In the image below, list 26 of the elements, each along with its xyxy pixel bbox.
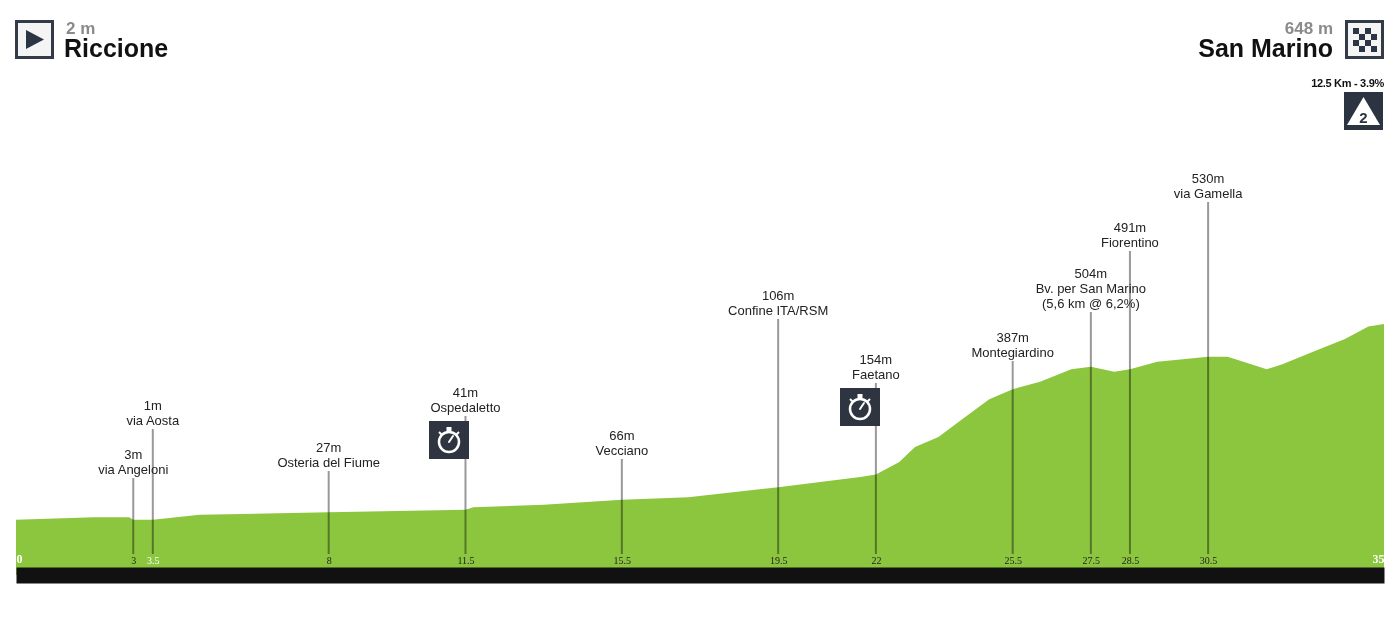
text: 12.5 Km - 3.9% <box>1311 77 1384 89</box>
ref-line-label: 66m Vecciano <box>595 428 649 458</box>
x-tick-label: 35 <box>1372 551 1385 566</box>
ref-line-label: 106m Confine ITA/RSM <box>728 288 829 318</box>
x-tick-label: 27.5 <box>1082 554 1101 566</box>
x-tick-label: 0 <box>16 551 23 566</box>
x-tick-label: 8 <box>326 554 332 566</box>
x-tick-label: 3 <box>131 554 137 566</box>
x-tick-label: 25.5 <box>1004 554 1022 566</box>
text: 2 <box>1359 109 1368 126</box>
ref-line-label: 530m via Gamella <box>1173 171 1244 201</box>
x-tick-label: 3.5 <box>147 554 160 566</box>
ref-line-label: 41m Ospedaletto <box>430 385 501 415</box>
ref-line-label: 387m Montegiardino <box>971 330 1054 360</box>
x-tick-label: 22 <box>871 554 882 566</box>
ref-line-label: 3m via Angeloni <box>98 447 169 477</box>
ref-line-label: 1m via Aosta <box>126 398 180 428</box>
x-tick-label: 15.5 <box>613 554 632 566</box>
x-tick-label: 19.5 <box>769 554 788 566</box>
ref-line-label: 154m Faetano <box>852 352 900 382</box>
x-tick-label: 30.5 <box>1199 554 1218 566</box>
ref-line-label: 504m Bv. per San Marino (5,6 km @ 6,2%) <box>1035 266 1147 311</box>
x-tick-label: 28.5 <box>1121 554 1140 566</box>
ref-line-label: 491m Fiorentino <box>1101 220 1159 250</box>
x-tick-label: 11.5 <box>457 554 475 566</box>
ref-line-label: 27m Osteria del Fiume <box>277 440 380 470</box>
